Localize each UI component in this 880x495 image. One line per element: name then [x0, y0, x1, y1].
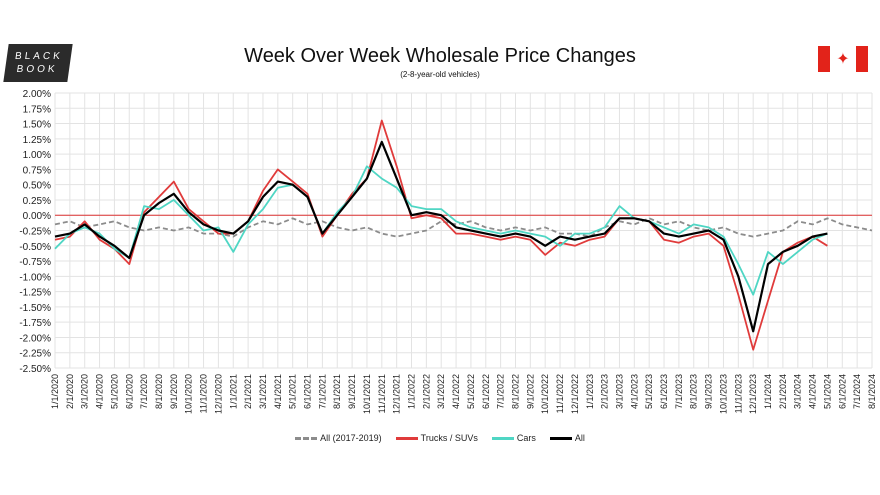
y-tick-label: 0.75%: [23, 165, 51, 176]
legend-item: All: [549, 433, 585, 443]
x-tick-label: 1/1/2024: [763, 374, 773, 409]
x-tick-label: 3/1/2022: [436, 374, 446, 409]
legend-label: All (2017-2019): [320, 433, 382, 443]
series-line-all-2017-2019-: [54, 217, 873, 238]
x-tick-label: 3/1/2024: [793, 374, 803, 409]
x-tick-label: 12/1/2022: [570, 374, 580, 414]
x-tick-label: 6/1/2021: [303, 374, 313, 409]
legend-swatch: [549, 436, 572, 440]
x-tick-label: 4/1/2023: [629, 374, 639, 409]
x-tick-label: 7/1/2023: [674, 374, 684, 409]
x-tick-label: 3/1/2023: [614, 374, 624, 409]
x-tick-label: 5/1/2020: [109, 374, 119, 409]
legend-label: Cars: [516, 433, 536, 443]
x-tick-label: 4/1/2020: [95, 374, 105, 409]
x-tick-label: 6/1/2023: [659, 374, 669, 409]
x-tick-label: 1/1/2021: [228, 374, 238, 409]
x-tick-label: 9/1/2021: [347, 374, 357, 409]
x-tick-label: 4/1/2021: [273, 374, 283, 409]
legend-label: Trucks / SUVs: [420, 433, 478, 443]
y-tick-label: 2.00%: [23, 89, 51, 100]
x-tick-label: 4/1/2022: [451, 374, 461, 409]
x-tick-label: 2/1/2022: [421, 374, 431, 409]
y-tick-label: 1.50%: [23, 120, 51, 131]
x-tick-label: 8/1/2021: [332, 374, 342, 409]
y-tick-label: 0.25%: [23, 196, 51, 207]
chart-title: Week Over Week Wholesale Price Changes: [244, 45, 636, 67]
legend: All (2017-2019) Trucks / SUVs Cars All: [0, 433, 880, 443]
x-tick-label: 11/1/2020: [199, 374, 209, 413]
series-line-trucks-suvs: [54, 119, 828, 351]
x-tick-label: 5/1/2023: [644, 374, 654, 409]
y-tick-label: 0.50%: [23, 181, 51, 192]
legend-label: All: [574, 433, 585, 443]
x-tick-label: 9/1/2022: [525, 374, 535, 409]
legend-swatch: [395, 436, 418, 440]
x-tick-label: 5/1/2024: [822, 374, 832, 409]
y-tick-label: -2.00%: [19, 333, 51, 344]
x-tick-label: 12/1/2020: [213, 374, 223, 414]
x-tick-label: 11/1/2022: [555, 374, 565, 413]
series-line-cars: [54, 165, 828, 296]
x-tick-label: 1/1/2020: [50, 374, 60, 409]
y-tick-label: -0.75%: [19, 257, 51, 268]
canada-flag-icon: ✦: [818, 46, 868, 72]
legend-swatch: [295, 436, 318, 440]
y-tick-label: -2.25%: [19, 349, 51, 360]
x-tick-label: 9/1/2023: [704, 374, 714, 409]
y-tick-label: 1.75%: [23, 104, 51, 115]
x-tick-label: 1/1/2023: [585, 374, 595, 409]
legend-item: All (2017-2019): [295, 433, 382, 443]
x-tick-label: 4/1/2024: [808, 374, 818, 409]
x-tick-label: 5/1/2022: [466, 374, 476, 409]
x-tick-label: 10/1/2023: [718, 374, 728, 414]
x-tick-label: 11/1/2021: [377, 374, 387, 413]
x-tick-label: 2/1/2020: [65, 374, 75, 409]
x-tick-label: 8/1/2023: [689, 374, 699, 409]
x-tick-label: 2/1/2024: [778, 374, 788, 409]
x-tick-label: 3/1/2021: [258, 374, 268, 409]
y-tick-label: -1.25%: [19, 288, 51, 299]
x-tick-label: 7/1/2021: [317, 374, 327, 409]
y-tick-label: -1.00%: [19, 272, 51, 283]
y-tick-label: 1.25%: [23, 135, 51, 146]
x-tick-label: 10/1/2020: [184, 374, 194, 414]
legend-swatch: [491, 436, 514, 440]
x-tick-label: 11/1/2023: [733, 374, 743, 413]
x-tick-label: 7/1/2022: [496, 374, 506, 409]
x-tick-label: 12/1/2023: [748, 374, 758, 414]
x-tick-label: 8/1/2022: [510, 374, 520, 409]
y-tick-label: -1.75%: [19, 318, 51, 329]
y-tick-label: 0.00%: [23, 211, 51, 222]
x-tick-label: 10/1/2021: [362, 374, 372, 414]
legend-item: Trucks / SUVs: [395, 433, 478, 443]
x-tick-label: 6/1/2022: [481, 374, 491, 409]
x-tick-label: 12/1/2021: [392, 374, 402, 414]
x-tick-label: 1/1/2022: [407, 374, 417, 409]
x-tick-label: 3/1/2020: [80, 374, 90, 409]
x-tick-label: 6/1/2024: [837, 374, 847, 409]
chart-subtitle: (2-8-year-old vehicles): [400, 70, 480, 79]
y-tick-label: -2.50%: [19, 364, 51, 375]
y-tick-label: -0.25%: [19, 227, 51, 238]
x-tick-label: 7/1/2020: [139, 374, 149, 409]
x-tick-label: 6/1/2020: [124, 374, 134, 409]
y-tick-label: 1.00%: [23, 150, 51, 161]
series-line-all: [54, 140, 828, 333]
x-tick-label: 2/1/2023: [600, 374, 610, 409]
x-tick-label: 2/1/2021: [243, 374, 253, 409]
x-tick-label: 8/1/2024: [867, 374, 877, 409]
y-tick-label: -1.50%: [19, 303, 51, 314]
x-tick-label: 5/1/2021: [288, 374, 298, 409]
x-tick-label: 8/1/2020: [154, 374, 164, 409]
x-tick-label: 9/1/2020: [169, 374, 179, 409]
legend-item: Cars: [491, 433, 536, 443]
x-tick-label: 10/1/2022: [540, 374, 550, 414]
y-tick-label: -0.50%: [19, 242, 51, 253]
x-tick-label: 7/1/2024: [852, 374, 862, 409]
